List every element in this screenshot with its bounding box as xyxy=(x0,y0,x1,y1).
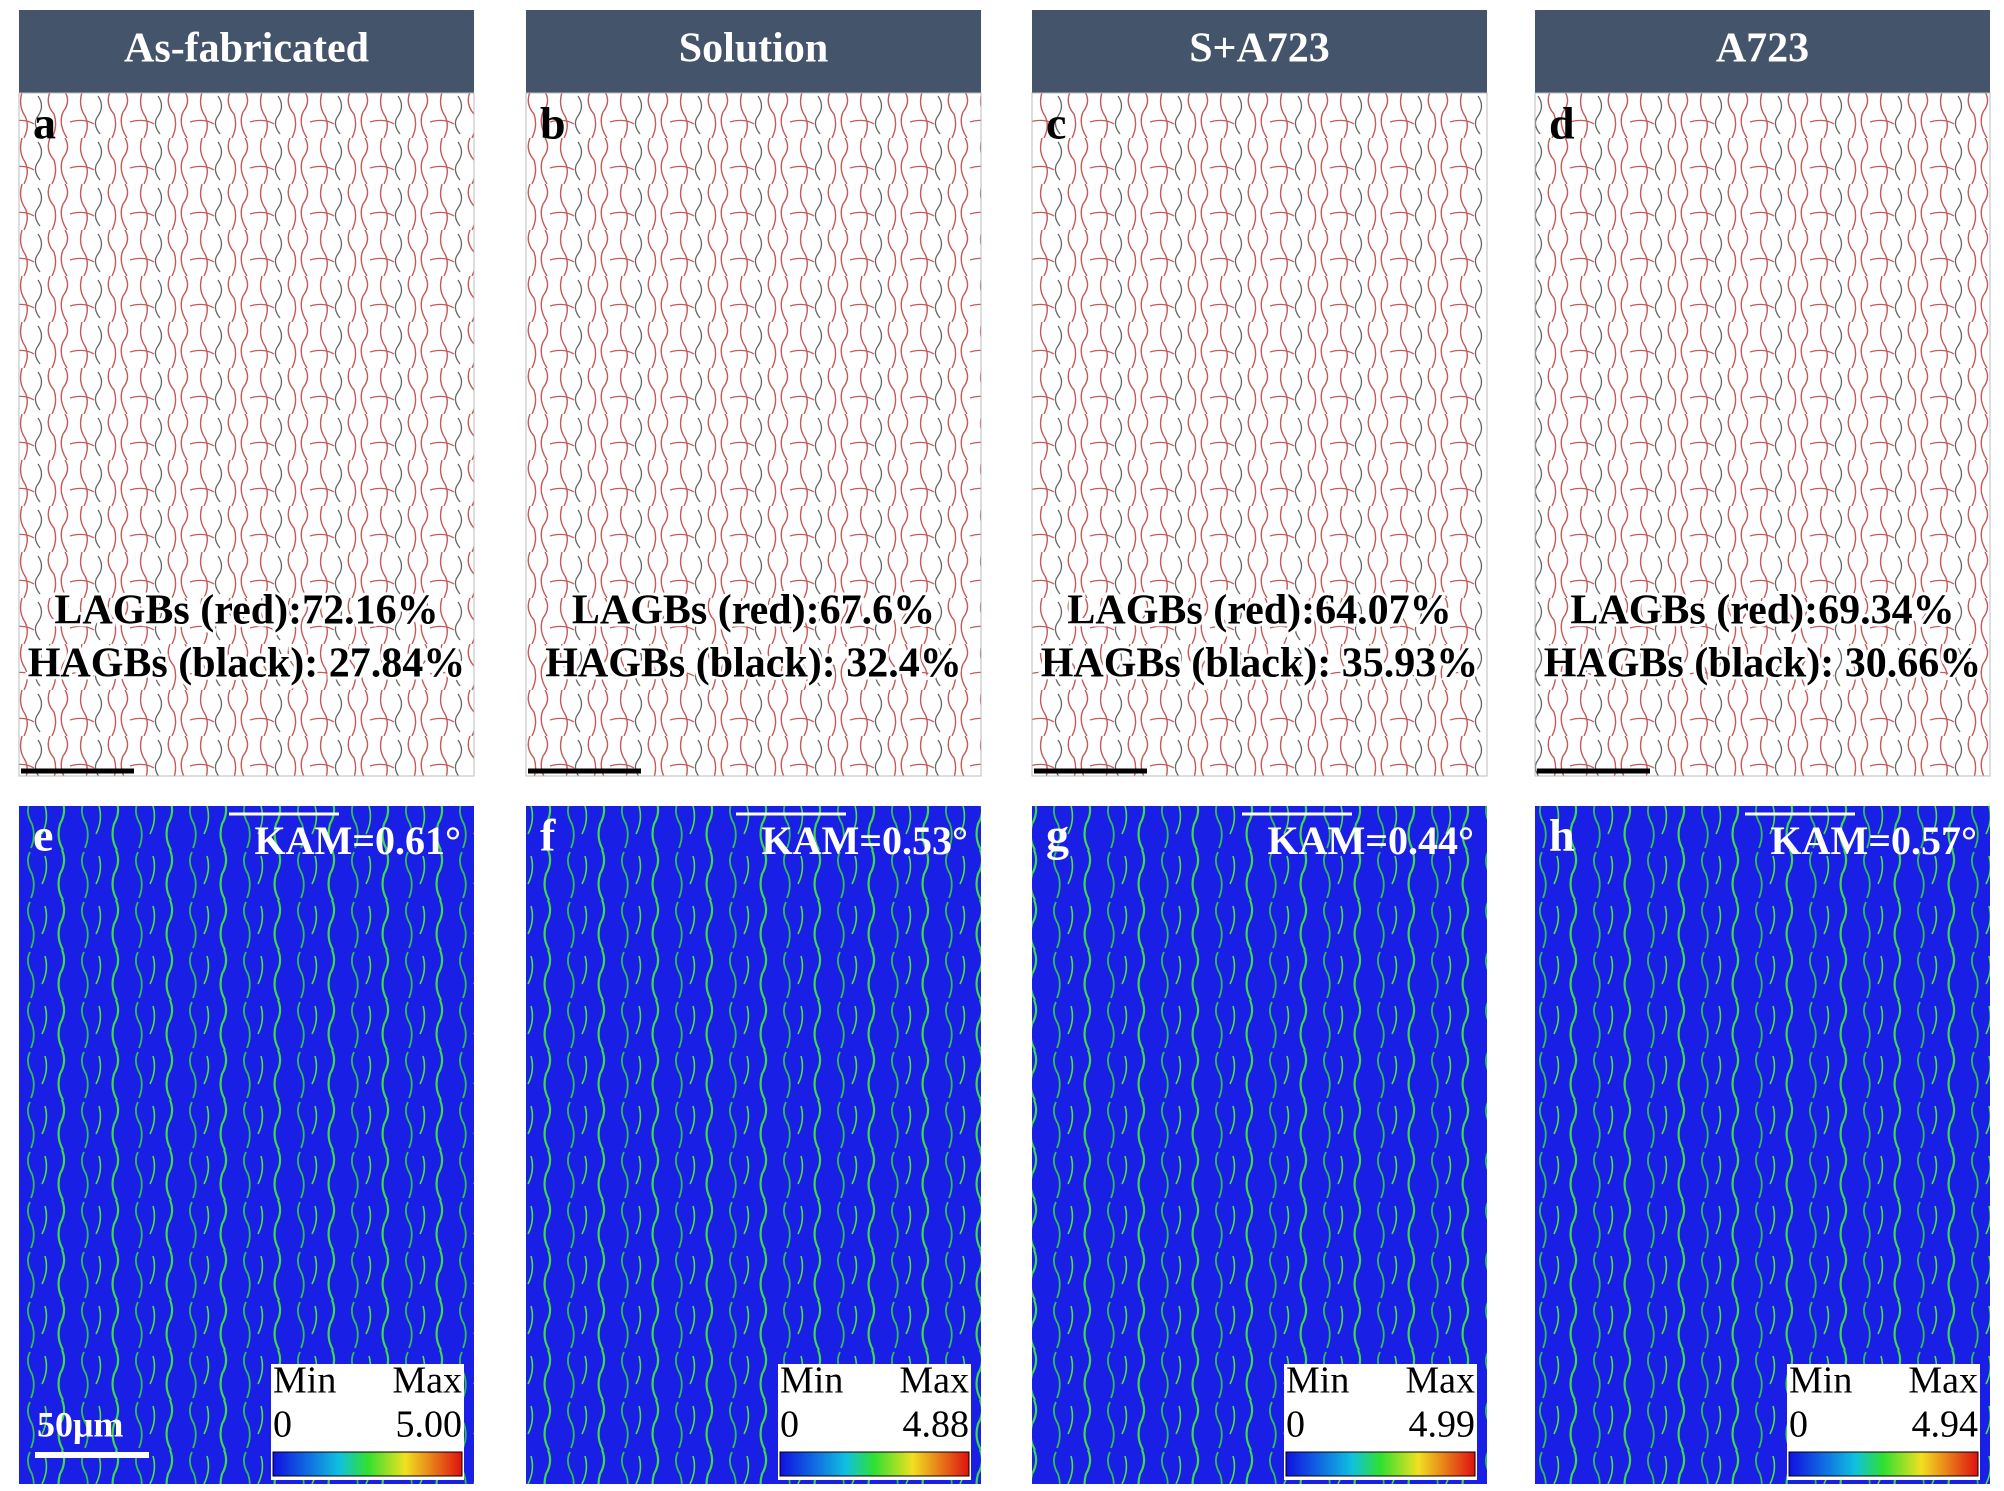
panel-letter: g xyxy=(1046,810,1069,861)
panel-letter: b xyxy=(540,98,566,149)
header-title: A723 xyxy=(1716,26,1809,72)
header-title: S+A723 xyxy=(1189,26,1330,72)
legend-gradient xyxy=(779,1451,970,1477)
legend-min: 0 xyxy=(1286,1404,1305,1446)
hagb-fraction: HAGBs (black): 32.4% xyxy=(545,641,962,687)
lagb-fraction: LAGBs (red):72.16% xyxy=(54,588,438,634)
legend-max-label: Max xyxy=(1908,1360,1978,1402)
legend-gradient xyxy=(272,1451,463,1477)
legend-min-label: Min xyxy=(780,1360,843,1402)
boundary-map xyxy=(1031,92,1488,777)
legend-min-label: Min xyxy=(1286,1360,1349,1402)
panel-letter: d xyxy=(1549,98,1575,149)
lagb-fraction: LAGBs (red):64.07% xyxy=(1067,588,1451,634)
scale-bar-label: 50μm xyxy=(37,1404,123,1444)
panel-header xyxy=(1032,10,1487,93)
legend-min: 0 xyxy=(780,1404,799,1446)
kam-value: KAM=0.44° xyxy=(1267,818,1474,863)
lagb-fraction: LAGBs (red):67.6% xyxy=(572,588,935,634)
hagb-fraction: HAGBs (black): 30.66% xyxy=(1544,641,1982,687)
panel-header xyxy=(1535,10,1990,93)
panel-header xyxy=(19,10,474,93)
kam-value: KAM=0.57° xyxy=(1770,818,1977,863)
panel-letter: f xyxy=(540,810,556,861)
legend-max-label: Max xyxy=(392,1360,462,1402)
hagb-fraction: HAGBs (black): 27.84% xyxy=(28,641,466,687)
legend-min-label: Min xyxy=(273,1360,336,1402)
legend-max: 4.94 xyxy=(1912,1404,1979,1446)
header-title: Solution xyxy=(679,26,828,72)
panel-letter: a xyxy=(33,98,56,149)
legend-max-label: Max xyxy=(899,1360,969,1402)
hagb-fraction: HAGBs (black): 35.93% xyxy=(1041,641,1479,687)
kam-value: KAM=0.61° xyxy=(254,818,461,863)
panel-header xyxy=(526,10,981,93)
kam-value: KAM=0.53° xyxy=(761,818,968,863)
panel-letter: h xyxy=(1549,810,1575,861)
header-title: As-fabricated xyxy=(124,26,369,72)
boundary-map xyxy=(1534,92,1991,777)
legend-max: 4.88 xyxy=(903,1404,970,1446)
boundary-map xyxy=(18,92,475,777)
boundary-map xyxy=(525,92,982,777)
legend-max: 4.99 xyxy=(1409,1404,1476,1446)
panel-letter: e xyxy=(33,810,53,861)
legend-max: 5.00 xyxy=(396,1404,463,1446)
panel-letter: c xyxy=(1046,98,1066,149)
legend-max-label: Max xyxy=(1405,1360,1475,1402)
legend-min: 0 xyxy=(1789,1404,1808,1446)
legend-min-label: Min xyxy=(1789,1360,1852,1402)
legend-gradient xyxy=(1788,1451,1979,1477)
legend-min: 0 xyxy=(273,1404,292,1446)
lagb-fraction: LAGBs (red):69.34% xyxy=(1570,588,1954,634)
legend-gradient xyxy=(1285,1451,1476,1477)
